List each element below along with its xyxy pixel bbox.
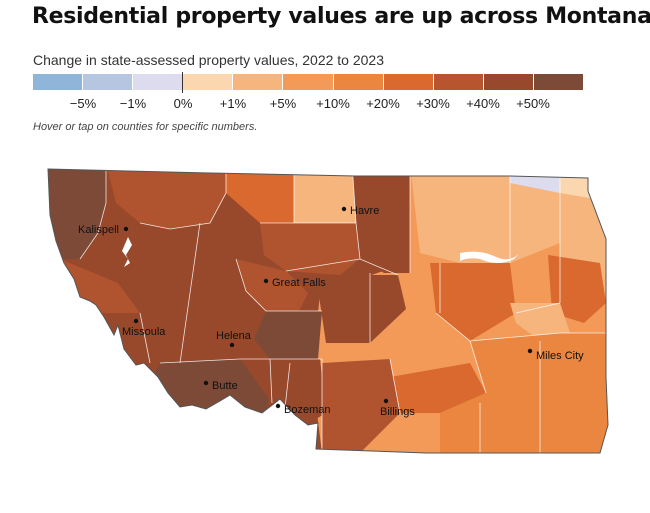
- legend-tick-label: +10%: [316, 96, 350, 111]
- legend-swatch: [133, 74, 183, 90]
- legend-swatch: [33, 74, 83, 90]
- legend-tick-label: 0%: [173, 96, 193, 111]
- legend-swatch: [533, 74, 584, 90]
- county-musselshell[interactable]: [370, 313, 470, 383]
- county-meagher[interactable]: [254, 311, 322, 359]
- county-valley[interactable]: [410, 163, 560, 263]
- legend-swatch: [183, 74, 233, 90]
- county-hill[interactable]: [294, 163, 356, 233]
- county-lincoln[interactable]: [40, 163, 106, 259]
- city-dot-bozeman: [275, 403, 281, 409]
- county-prairie[interactable]: [548, 255, 606, 323]
- legend-swatch: [333, 74, 383, 90]
- city-label-havre: Havre: [350, 205, 379, 217]
- county-carbon[interactable]: [322, 359, 400, 453]
- county-yellowstone[interactable]: [390, 363, 486, 413]
- county-cascade[interactable]: [236, 259, 308, 313]
- legend-tick-label: +40%: [466, 96, 500, 111]
- city-label-helena: Helena: [216, 330, 252, 342]
- legend-tick-label: −5%: [69, 96, 97, 111]
- legend-swatch: [233, 74, 283, 90]
- city-dot-billings: [383, 398, 389, 404]
- legend-ticks: −5% −1% 0% +1% +5% +10% +20% +30% +40% +50%: [33, 96, 583, 116]
- city-dot-great-falls: [263, 278, 269, 284]
- county-regions: [40, 163, 620, 453]
- legend-zero-line: [182, 72, 183, 93]
- legend-swatch: [483, 74, 533, 90]
- city-dot-missoula: [133, 318, 139, 324]
- county-southeast[interactable]: [440, 333, 620, 453]
- city-dot-miles-city: [527, 348, 533, 354]
- county-fergus[interactable]: [316, 275, 406, 343]
- county-garfield[interactable]: [430, 263, 516, 341]
- legend-tick-label: −1%: [119, 96, 147, 111]
- legend-swatch: [383, 74, 433, 90]
- city-markers: Kalispell Havre Great Falls Missoula Hel…: [78, 205, 584, 418]
- city-label-billings: Billings: [380, 406, 415, 418]
- legend-swatch: [433, 74, 483, 90]
- city-label-missoula: Missoula: [122, 326, 166, 338]
- city-label-great-falls: Great Falls: [272, 277, 326, 289]
- legend-tick-label: +50%: [516, 96, 550, 111]
- city-dot-kalispell: [123, 226, 129, 232]
- county-custer-north[interactable]: [510, 303, 570, 341]
- county-flathead[interactable]: [106, 163, 226, 229]
- fort-peck-lake: [460, 251, 520, 263]
- legend-tick-label: +30%: [416, 96, 450, 111]
- county-borders: [79, 169, 608, 453]
- legend-tick-label: +5%: [269, 96, 297, 111]
- county-phillips[interactable]: [352, 163, 410, 273]
- county-chouteau[interactable]: [260, 223, 360, 275]
- legend-bar: [33, 74, 584, 90]
- state-outline: [47, 168, 609, 454]
- legend-tick-label: +1%: [219, 96, 247, 111]
- legend-subtitle: Change in state-assessed property values…: [33, 52, 385, 68]
- county-toole[interactable]: [226, 163, 294, 223]
- city-label-butte: Butte: [212, 380, 238, 392]
- city-dot-havre: [341, 206, 347, 212]
- flathead-lake: [122, 237, 132, 267]
- city-dot-helena: [229, 342, 235, 348]
- interaction-hint: Hover or tap on counties for specific nu…: [33, 121, 258, 133]
- county-gallatin[interactable]: [240, 359, 326, 425]
- legend-swatch: [283, 74, 333, 90]
- city-label-bozeman: Bozeman: [284, 404, 330, 416]
- page-title: Residential property values are up acros…: [32, 4, 650, 29]
- legend-swatch: [83, 74, 133, 90]
- legend-tick-label: +20%: [366, 96, 400, 111]
- city-label-kalispell: Kalispell: [78, 224, 119, 236]
- city-label-miles-city: Miles City: [536, 350, 584, 362]
- city-dot-butte: [203, 380, 209, 386]
- color-legend: −5% −1% 0% +1% +5% +10% +20% +30% +40% +50%: [33, 72, 584, 116]
- montana-county-map: Kalispell Havre Great Falls Missoula Hel…: [40, 163, 620, 454]
